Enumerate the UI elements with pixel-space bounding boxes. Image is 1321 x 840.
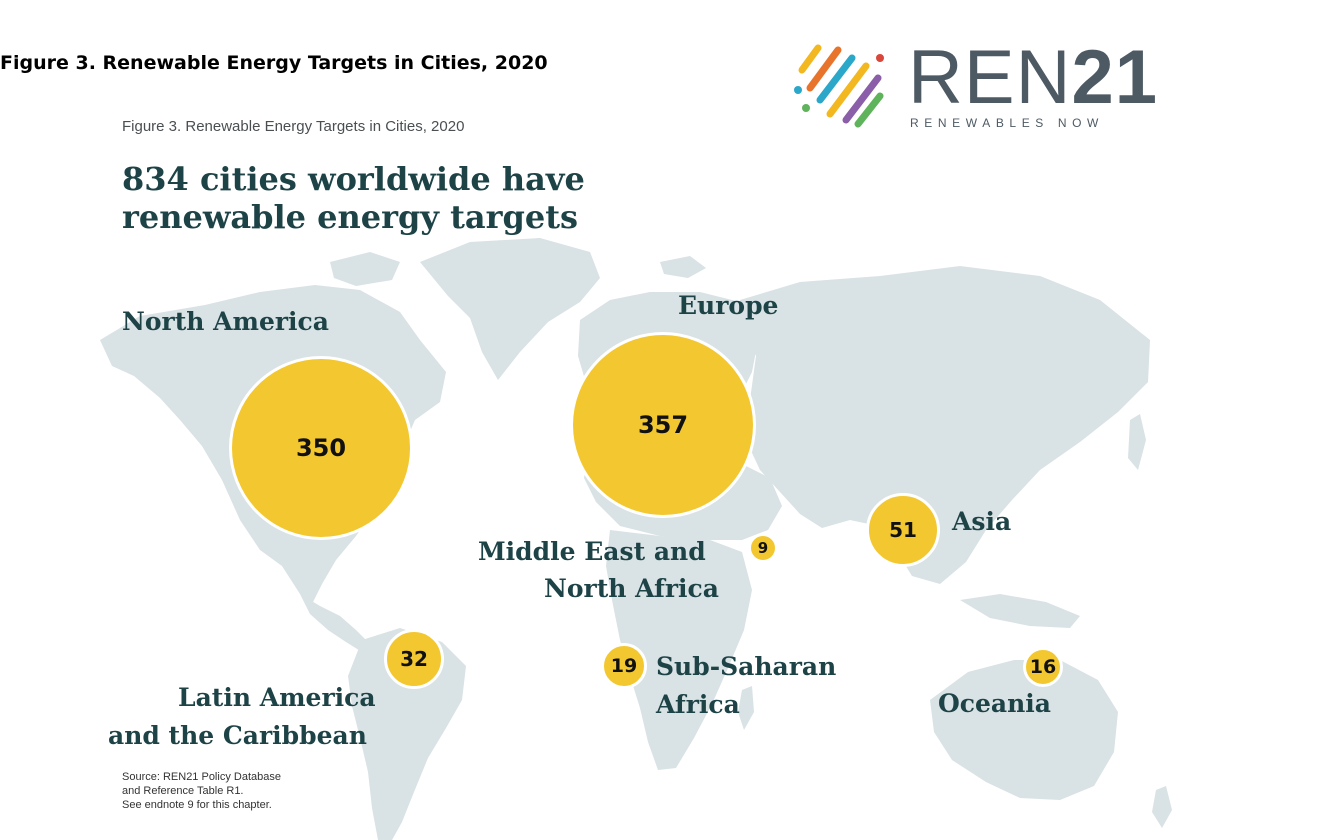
region-label-latin-america-line2: and the Caribbean [108,721,367,750]
southeast-asia-islands-shape [960,594,1080,628]
logo-name-part1: REN [908,35,1072,120]
region-label-europe: Europe [678,291,779,320]
africa-shape [606,530,752,770]
logo-tagline: RENEWABLES NOW [910,116,1104,130]
bubble-europe: 357 [570,332,756,518]
figure-caption: Figure 3. Renewable Energy Targets in Ci… [122,118,465,135]
page-heading: Figure 3. Renewable Energy Targets in Ci… [0,52,548,74]
bubble-sub-saharan-africa: 19 [601,643,647,689]
bubble-latin-america: 32 [384,629,444,689]
japan-shape [1128,414,1146,470]
region-label-sub-saharan-line2: Africa [656,690,740,719]
region-label-mena-line2: North Africa [544,574,719,603]
australia-shape [930,660,1118,800]
svalbard-shape [660,256,706,278]
region-label-latin-america-line1: Latin America [178,683,376,712]
region-label-sub-saharan-line1: Sub-Saharan [656,652,837,681]
logo-name-part2: 21 [1071,35,1159,120]
greenland-shape [420,238,600,380]
bubble-oceania: 16 [1023,647,1063,687]
headline-line2: renewable energy targets [122,198,579,236]
region-label-oceania: Oceania [938,689,1051,718]
region-label-asia: Asia [952,507,1012,536]
bubble-asia: 51 [866,493,940,567]
headline: 834 cities worldwide have renewable ener… [122,160,585,236]
region-label-mena-line1: Middle East and [478,537,706,566]
bubble-north-america: 350 [229,356,413,540]
logo-wordmark: REN21 [908,40,1158,116]
ren21-logo-mark-icon [794,44,884,128]
headline-line1: 834 cities worldwide have [122,160,585,198]
madagascar-shape [738,686,754,730]
bubble-mena: 9 [748,533,778,563]
central-america-shape [300,594,368,652]
asia-shape [740,266,1150,584]
ren21-logo: REN21 RENEWABLES NOW [790,40,1157,135]
source-note: Source: REN21 Policy Database and Refere… [122,771,281,811]
region-label-north-america: North America [122,307,329,336]
south-america-shape [348,628,466,840]
arctic-islands-shape [330,252,400,286]
new-zealand-shape [1152,786,1172,828]
